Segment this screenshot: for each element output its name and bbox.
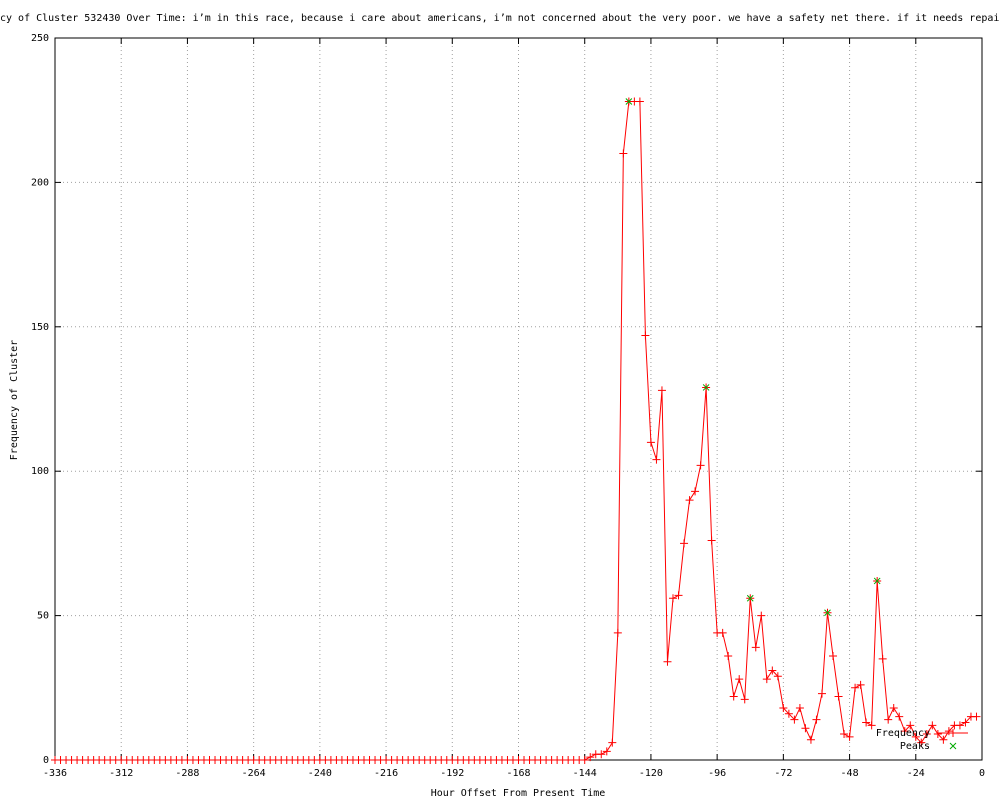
point-marker — [851, 683, 860, 692]
point-marker — [608, 738, 617, 747]
point-marker — [801, 724, 810, 733]
x-tick-label: -24 — [907, 768, 925, 779]
x-tick-label: -288 — [175, 768, 199, 779]
point-marker — [580, 756, 589, 764]
y-tick-label: 250 — [31, 33, 49, 44]
point-marker — [751, 643, 760, 652]
x-axis-label: Hour Offset From Present Time — [431, 788, 606, 799]
point-marker — [757, 611, 766, 620]
x-tick-label: -264 — [242, 768, 266, 779]
point-marker — [939, 735, 948, 744]
x-tick-label: -144 — [573, 768, 597, 779]
y-tick-label: 150 — [31, 322, 49, 333]
point-marker — [641, 331, 650, 340]
point-marker — [718, 628, 727, 637]
point-marker — [768, 666, 777, 675]
peak-marker — [746, 594, 754, 602]
x-tick-label: -72 — [774, 768, 792, 779]
point-marker — [922, 730, 931, 739]
x-tick-label: -120 — [639, 768, 663, 779]
point-marker — [867, 721, 876, 730]
y-axis-label: Frequency of Cluster — [9, 340, 20, 460]
x-tick-label: -216 — [374, 768, 398, 779]
point-marker — [917, 738, 926, 747]
point-marker — [840, 730, 849, 739]
point-marker — [663, 657, 672, 666]
point-marker — [784, 709, 793, 718]
point-marker — [895, 712, 904, 721]
y-tick-label: 100 — [31, 466, 49, 477]
legend-marker — [949, 742, 957, 750]
point-marker — [602, 747, 611, 756]
x-tick-label: -48 — [841, 768, 859, 779]
legend-label: Peaks — [900, 741, 930, 752]
x-tick-label: -168 — [506, 768, 530, 779]
point-marker — [635, 97, 644, 106]
point-marker — [884, 715, 893, 724]
point-marker — [878, 654, 887, 663]
x-tick-label: -336 — [43, 768, 67, 779]
point-marker — [911, 732, 920, 741]
point-marker — [779, 704, 788, 713]
x-tick-label: -312 — [109, 768, 133, 779]
point-marker — [613, 628, 622, 637]
point-marker — [696, 461, 705, 470]
x-tick-label: -96 — [708, 768, 726, 779]
point-marker — [762, 675, 771, 684]
point-marker — [790, 715, 799, 724]
chart-title: cy of Cluster 532430 Over Time: i’m in t… — [0, 13, 1000, 24]
point-marker — [646, 438, 655, 447]
y-tick-label: 50 — [37, 611, 49, 622]
point-marker — [669, 594, 677, 603]
point-marker — [773, 672, 782, 681]
point-marker — [900, 727, 909, 736]
point-marker — [944, 727, 953, 736]
point-marker — [691, 487, 700, 496]
point-marker — [586, 753, 595, 762]
point-marker — [674, 591, 683, 600]
peak-marker — [824, 609, 831, 617]
point-marker — [889, 704, 898, 713]
point-marker — [812, 715, 821, 724]
point-marker — [928, 721, 937, 730]
point-marker — [933, 730, 942, 739]
point-marker — [729, 692, 738, 701]
point-marker — [680, 539, 689, 548]
y-tick-label: 200 — [31, 177, 49, 188]
point-marker — [955, 721, 964, 730]
point-marker — [862, 718, 871, 727]
point-marker — [906, 721, 915, 730]
point-marker — [795, 704, 804, 713]
point-marker — [806, 735, 815, 744]
x-tick-label: -240 — [308, 768, 332, 779]
point-marker — [652, 455, 661, 464]
point-marker — [845, 732, 854, 741]
point-marker — [735, 675, 744, 684]
point-marker — [597, 750, 606, 759]
point-marker — [834, 692, 843, 701]
point-marker — [856, 680, 865, 689]
point-marker — [619, 149, 628, 158]
point-marker — [972, 712, 981, 721]
legend-label: Frequency — [876, 728, 930, 739]
point-marker — [961, 718, 970, 727]
peak-marker — [625, 98, 633, 105]
point-marker — [740, 695, 749, 704]
point-marker — [707, 536, 716, 545]
point-marker — [817, 689, 826, 698]
legend-marker — [949, 729, 957, 737]
peak-marker — [702, 384, 710, 391]
x-tick-label: 0 — [979, 768, 985, 779]
x-tick-label: -192 — [440, 768, 464, 779]
point-marker — [724, 652, 733, 661]
point-marker — [657, 386, 666, 395]
point-marker — [685, 496, 694, 505]
point-marker — [829, 652, 838, 661]
data-line — [55, 101, 977, 761]
y-tick-label: 0 — [43, 755, 49, 766]
peak-marker — [873, 577, 881, 585]
